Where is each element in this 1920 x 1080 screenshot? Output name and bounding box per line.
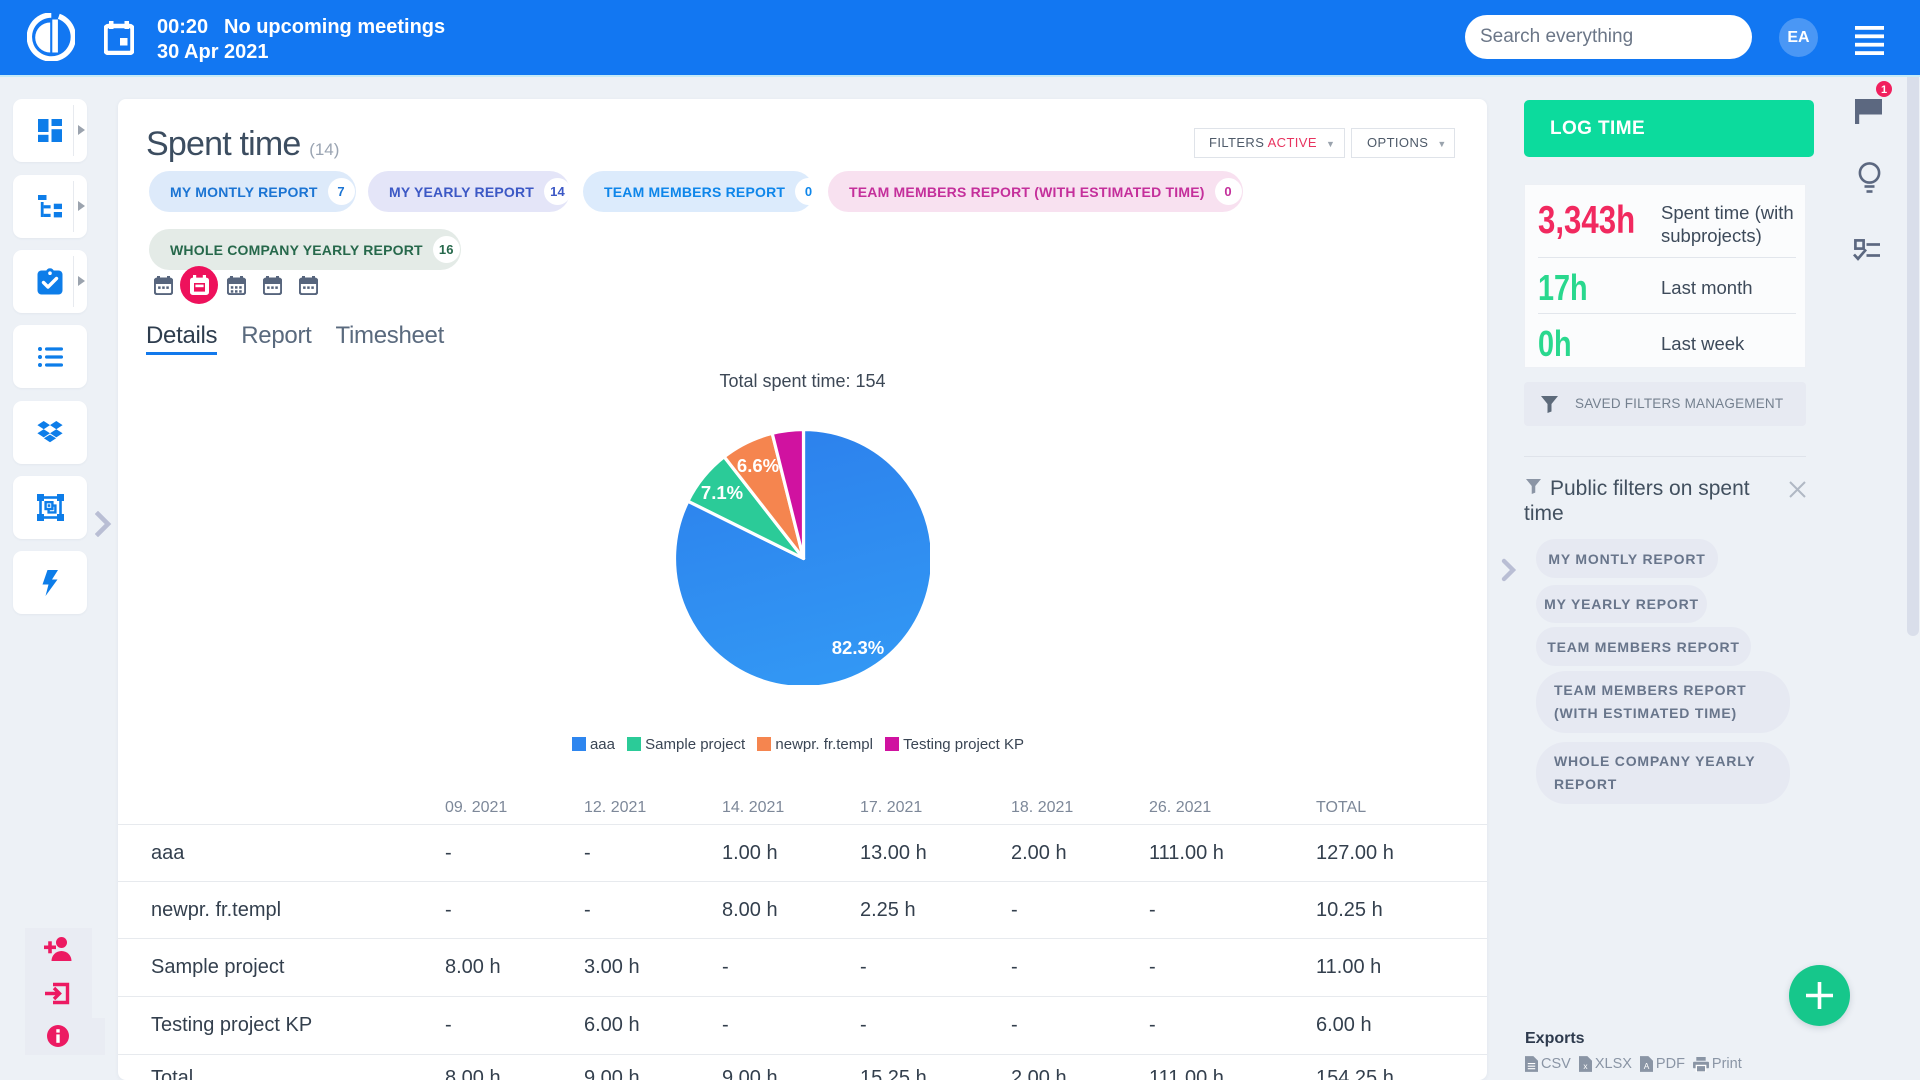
svg-text:6.6%: 6.6% [737, 455, 779, 476]
svg-text:82.3%: 82.3% [832, 637, 884, 658]
svg-text:1: 1 [1881, 84, 1887, 96]
svg-text:A: A [1644, 1061, 1650, 1071]
svg-text:x: x [1583, 1061, 1588, 1071]
svg-text:7.1%: 7.1% [701, 482, 743, 503]
